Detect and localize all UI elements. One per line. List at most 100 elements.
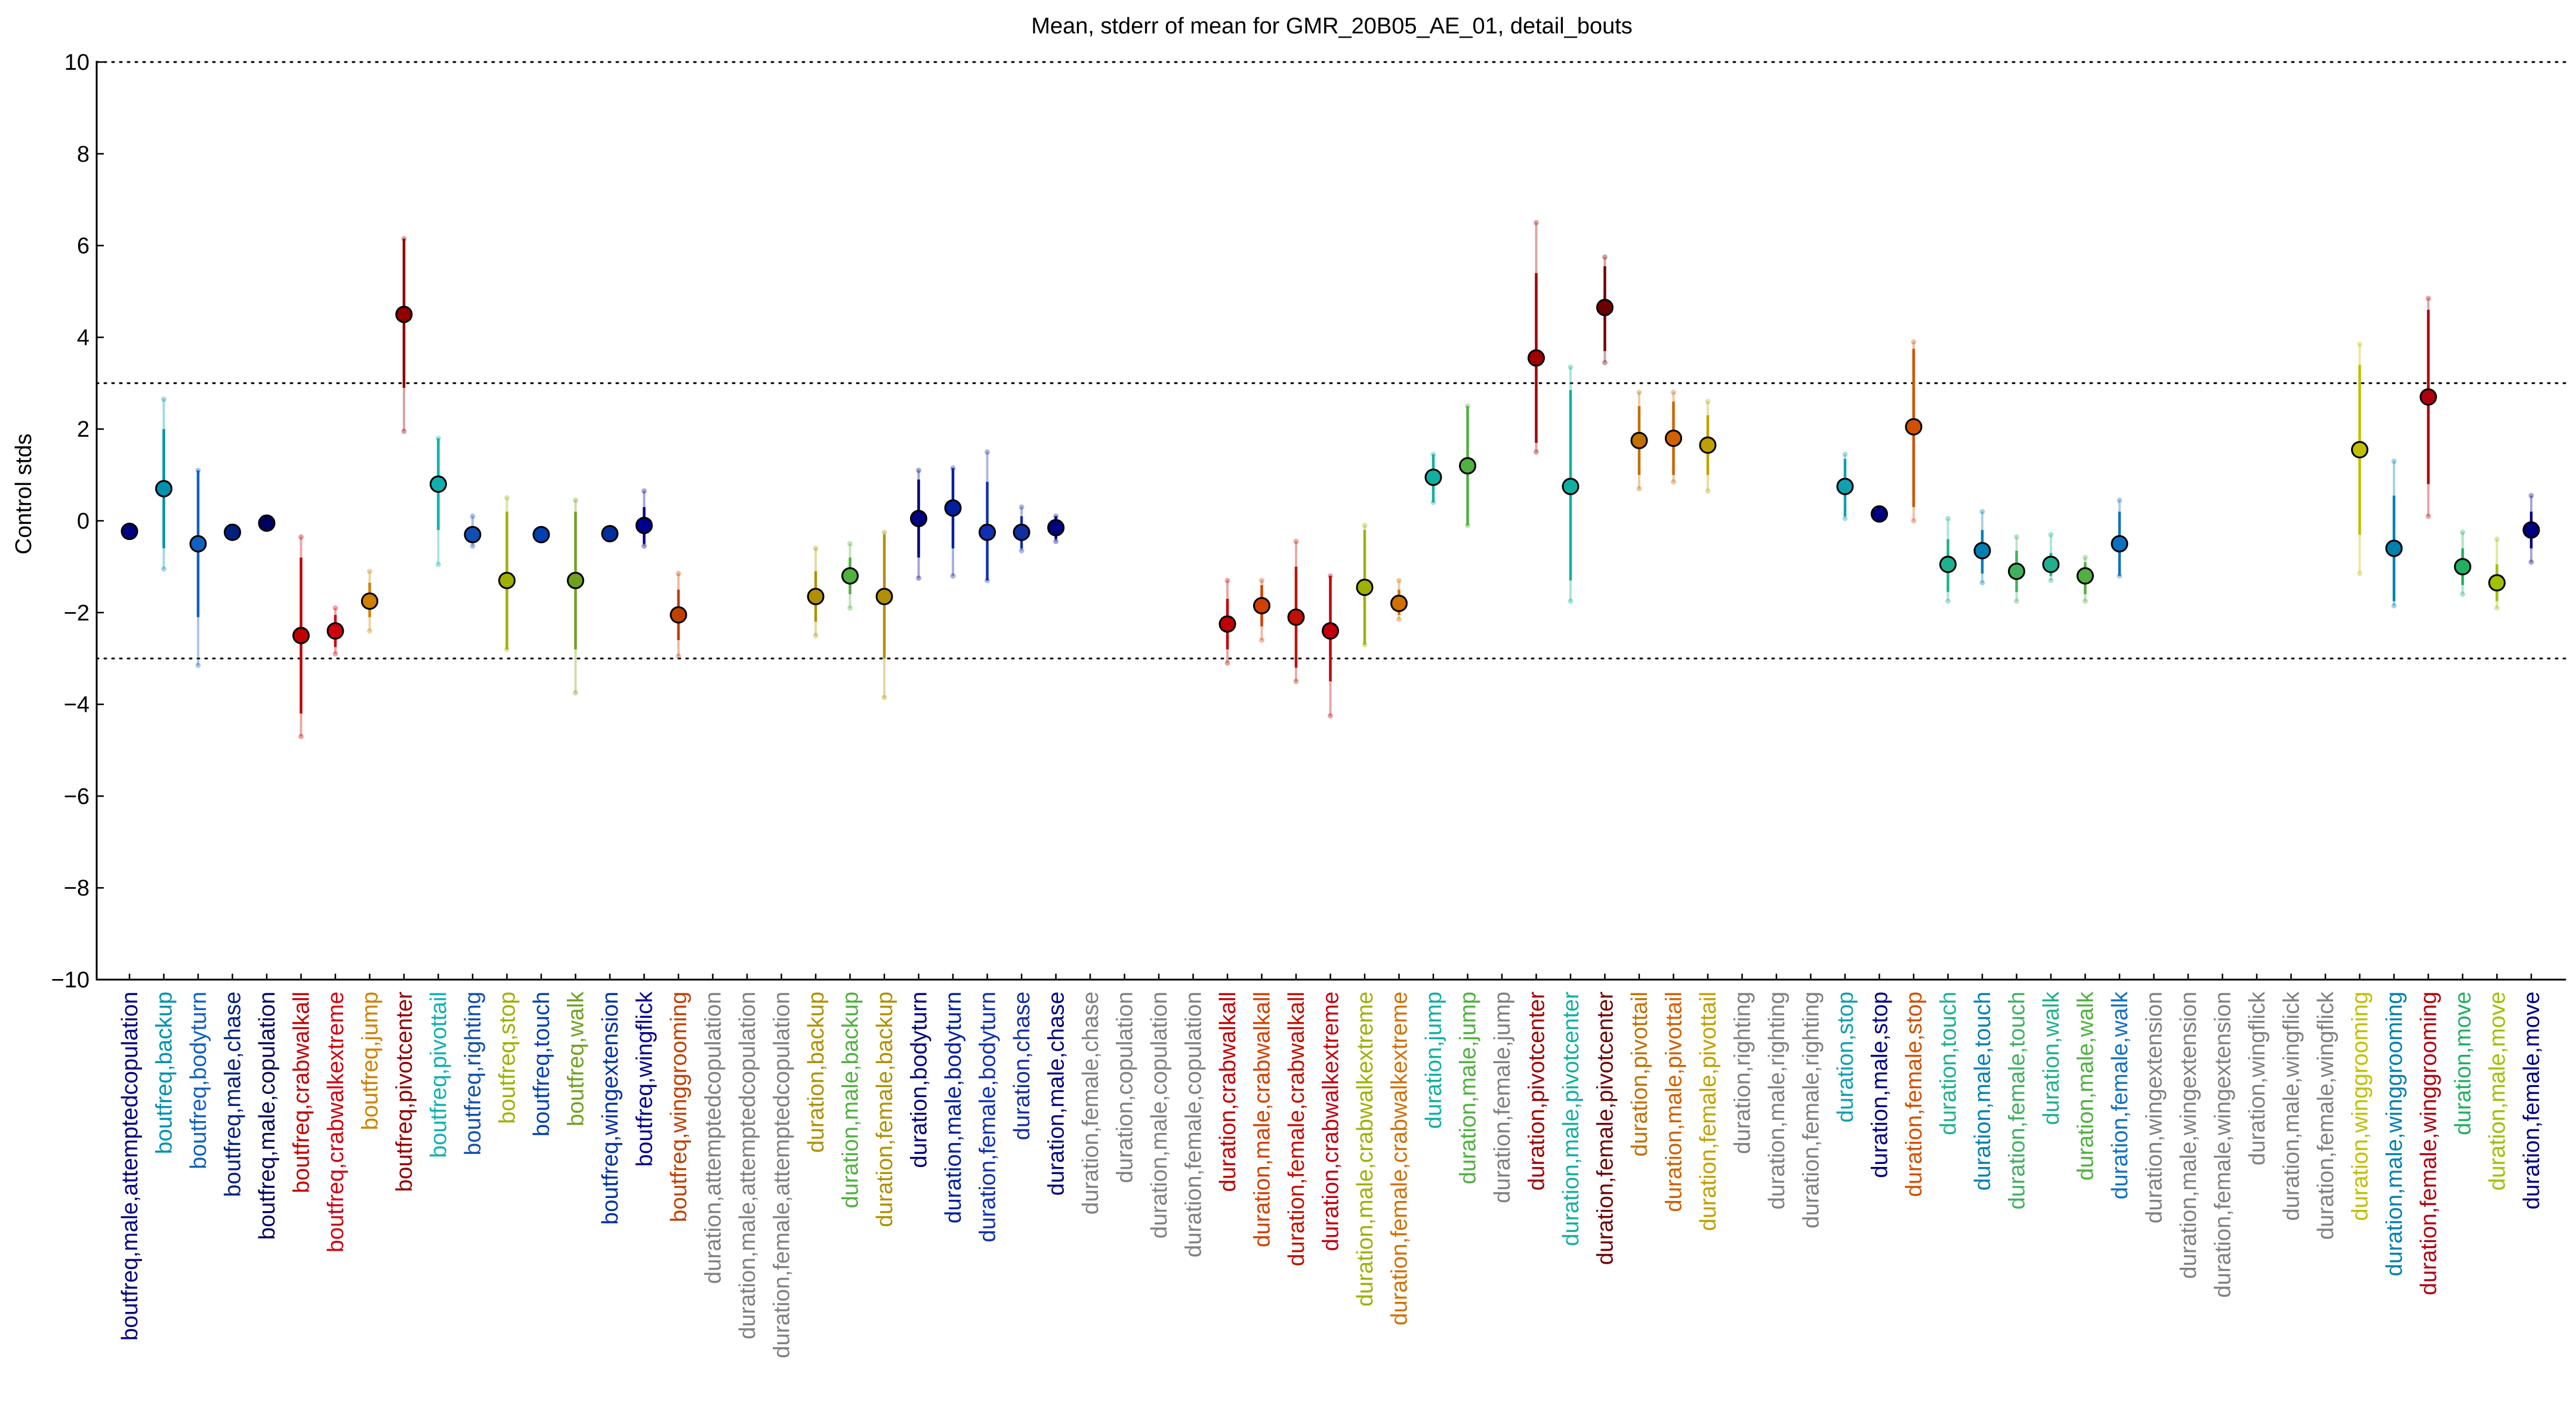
ci-cap: [1980, 580, 1985, 585]
ci-cap: [1568, 365, 1574, 370]
ci-cap: [1602, 254, 1608, 260]
mean-point: [1666, 431, 1682, 446]
x-tick-label: boutfreq,pivottail: [427, 992, 452, 1158]
ci-cap: [436, 562, 441, 567]
y-axis-label: Control stds: [11, 434, 36, 555]
x-tick-label: duration,female,wingextension: [2211, 992, 2236, 1298]
mean-point: [1048, 520, 1064, 536]
ci-cap: [367, 628, 372, 634]
y-tick-label: −8: [64, 876, 90, 901]
x-tick-label: duration,chase: [1010, 992, 1035, 1140]
ci-cap: [367, 569, 372, 574]
x-tick-label: duration,female,winggrooming: [2417, 992, 2442, 1295]
y-tick-label: 6: [77, 234, 90, 259]
x-tick-label: duration,walk: [2039, 991, 2064, 1125]
mean-point: [1014, 524, 1029, 540]
ci-cap: [161, 566, 166, 572]
x-tick-label: duration,jump: [1421, 992, 1446, 1129]
mean-point: [2386, 541, 2402, 556]
mean-point: [533, 527, 549, 542]
x-tick-label: duration,winggrooming: [2348, 992, 2373, 1221]
ci-cap: [882, 530, 887, 535]
x-tick-label: boutfreq,stop: [495, 992, 520, 1124]
y-tick-label: 0: [77, 509, 90, 534]
ci-cap: [1671, 390, 1676, 395]
ci-cap: [985, 449, 990, 455]
x-tick-label: duration,male,crabwalkextreme: [1353, 992, 1378, 1307]
ci-cap: [402, 429, 407, 434]
ci-cap: [1294, 539, 1299, 544]
mean-point: [843, 568, 858, 583]
ci-cap: [2460, 592, 2466, 597]
ci-cap: [298, 534, 304, 539]
ci-cap: [2083, 598, 2088, 604]
x-tick-label: duration,male,pivotcenter: [1559, 992, 1584, 1246]
x-tick-label: duration,female,walk: [2108, 991, 2133, 1200]
y-tick-label: 2: [77, 417, 90, 442]
ci-cap: [916, 468, 921, 473]
ci-cap: [1294, 679, 1299, 684]
ci-cap: [1019, 548, 1025, 553]
x-tick-label: boutfreq,touch: [529, 992, 554, 1137]
x-tick-label: duration,touch: [1936, 992, 1961, 1135]
mean-point: [1906, 419, 1921, 434]
x-tick-label: duration,crabwalkall: [1215, 992, 1241, 1192]
ci-cap: [1843, 452, 1848, 457]
x-tick-label: duration,move: [2451, 992, 2476, 1135]
ci-cap: [2392, 459, 2397, 464]
ci-cap: [2494, 536, 2500, 542]
mean-point: [122, 524, 137, 539]
mean-point: [671, 607, 686, 623]
mean-point: [911, 511, 927, 526]
mean-point: [1975, 543, 1990, 558]
ci-cap: [1225, 660, 1230, 666]
mean-point: [190, 536, 206, 551]
x-tick-label: duration,female,move: [2519, 992, 2544, 1209]
ci-cap: [1945, 516, 1951, 521]
x-tick-labels: boutfreq,male,attemptedcopulation boutfre…: [118, 991, 2544, 1358]
x-tick-label: boutfreq,wingextension: [598, 992, 623, 1225]
x-tick-label: duration,male,copulation: [1147, 992, 1172, 1239]
ci-cap: [1362, 523, 1368, 528]
ci-cap: [1259, 578, 1264, 583]
y-tick-label: 10: [64, 50, 90, 75]
ci-cap: [1225, 578, 1230, 583]
ci-cap: [1019, 504, 1025, 509]
x-tick-label: duration,copulation: [1113, 992, 1138, 1183]
ci-cap: [1911, 518, 1917, 524]
ci-cap: [1053, 539, 1059, 544]
y-tick-label: −4: [64, 693, 90, 718]
mean-point: [1941, 557, 1956, 572]
x-tick-label: duration,wingflick: [2245, 991, 2270, 1165]
x-tick-label: boutfreq,winggrooming: [667, 992, 692, 1222]
mean-point: [259, 515, 274, 531]
x-tick-label: duration,female,crabwalkall: [1284, 992, 1309, 1266]
x-tick-label: duration,male,move: [2485, 992, 2510, 1191]
x-tick-label: duration,male,jump: [1456, 992, 1481, 1184]
ci-cap: [573, 690, 578, 696]
mean-point: [362, 594, 378, 609]
x-tick-label: duration,male,wingflick: [2279, 991, 2304, 1221]
x-tick-label: boutfreq,male,chase: [221, 992, 246, 1197]
ci-cap: [2117, 498, 2122, 503]
ci-cap: [196, 663, 201, 668]
x-tick-label: duration,crabwalkextreme: [1319, 992, 1344, 1251]
y-tick-label: −2: [64, 601, 90, 626]
x-tick-label: boutfreq,backup: [152, 992, 177, 1154]
ci-cap: [847, 541, 853, 546]
ci-cap: [2014, 534, 2019, 539]
ci-cap: [2426, 296, 2431, 301]
mean-point: [156, 481, 172, 496]
x-tick-label: duration,female,crabwalkextreme: [1387, 992, 1412, 1326]
chart-title: Mean, stderr of mean for GMR_20B05_AE_01…: [1031, 14, 1633, 39]
ci-cap: [2529, 560, 2534, 565]
ci-cap: [1602, 360, 1608, 365]
ci-cap: [1637, 390, 1642, 395]
ci-cap: [2357, 341, 2362, 347]
mean-point: [499, 573, 515, 588]
ci-cap: [1705, 489, 1711, 494]
mean-point: [2489, 575, 2505, 591]
ci-cap: [847, 606, 853, 611]
ci-cap: [1911, 339, 1917, 345]
mean-point: [465, 527, 480, 542]
